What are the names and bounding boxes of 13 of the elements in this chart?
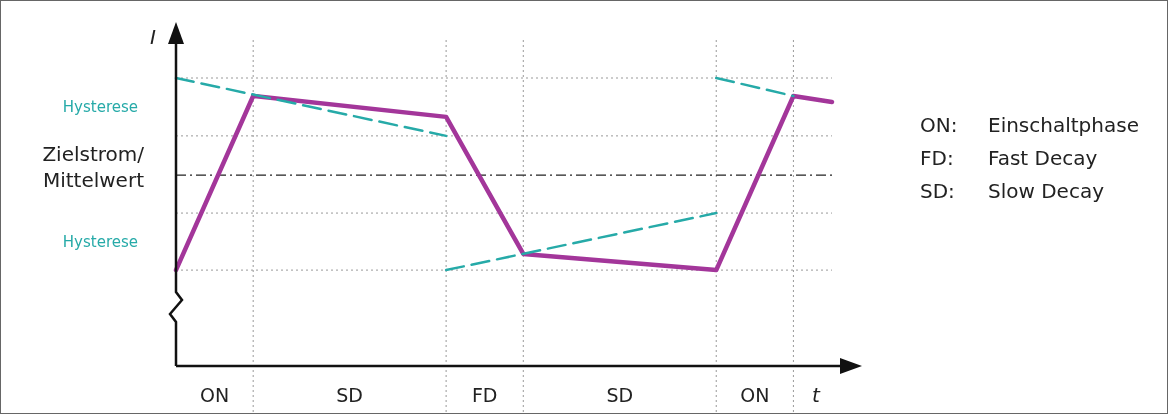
text: ON <box>740 384 770 406</box>
text: Hysterese <box>62 232 138 251</box>
text: FD <box>471 384 498 406</box>
x-axis-title: t <box>812 383 821 407</box>
text: Hysterese <box>62 97 138 116</box>
ref-line-label: Zielstrom/Mittelwert <box>42 142 145 193</box>
text: FD: Fast Decay <box>920 146 1098 170</box>
text: ON: Einschaltphase <box>920 113 1139 137</box>
text: SD <box>606 384 634 406</box>
y-axis-title: I <box>150 25 156 49</box>
text: ON <box>200 384 230 406</box>
text: SD: Slow Decay <box>920 179 1104 203</box>
text: SD <box>336 384 363 406</box>
